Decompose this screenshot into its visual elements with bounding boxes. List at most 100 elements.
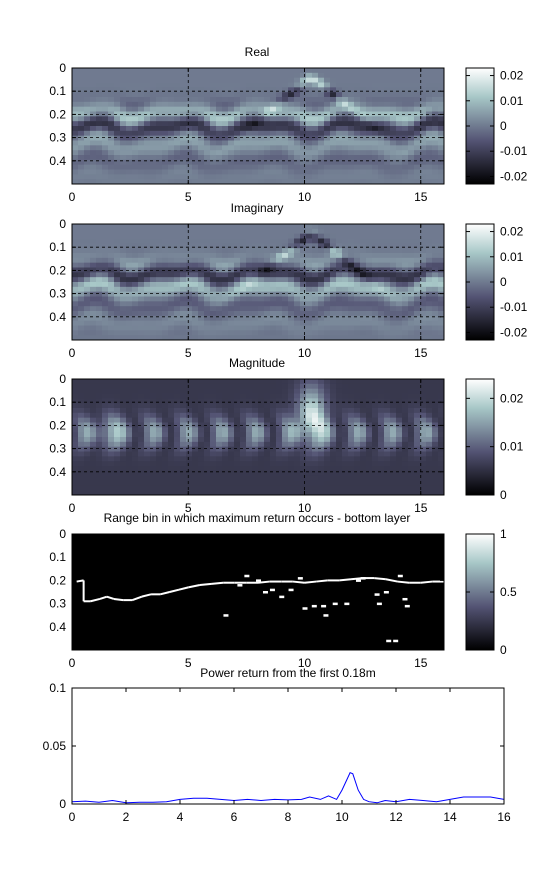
- heatmap-cell: [216, 335, 223, 341]
- max-return-point: [279, 595, 285, 599]
- y-tick-label: 0.4: [49, 465, 66, 479]
- heatmap-cell: [426, 403, 433, 409]
- heatmap-cell: [186, 383, 193, 390]
- heatmap-cell: [246, 267, 253, 273]
- heatmap-cell: [408, 135, 415, 141]
- heatmap-cell: [384, 325, 391, 331]
- heatmap-cell: [420, 306, 427, 312]
- heatmap-cell: [300, 437, 307, 443]
- heatmap-cell: [330, 490, 337, 496]
- heatmap-cell: [84, 446, 91, 452]
- heatmap-cell: [390, 267, 397, 273]
- heatmap-cell: [378, 277, 385, 283]
- heatmap-cell: [168, 311, 175, 317]
- heatmap-cell: [228, 422, 235, 428]
- heatmap-cell: [294, 126, 301, 132]
- heatmap-cell: [276, 130, 283, 137]
- heatmap-cell: [222, 282, 229, 288]
- heatmap-cell: [228, 417, 235, 423]
- heatmap-cell: [420, 238, 427, 244]
- heatmap-cell: [366, 82, 373, 88]
- heatmap-cell: [390, 393, 397, 399]
- heatmap-cell: [354, 282, 361, 288]
- heatmap-cell: [276, 485, 283, 491]
- heatmap-cell: [180, 224, 187, 230]
- heatmap-cell: [132, 490, 139, 496]
- heatmap-cell: [252, 480, 259, 486]
- heatmap-cell: [150, 466, 157, 472]
- heatmap-cell: [396, 72, 403, 79]
- heatmap-cell: [282, 233, 289, 239]
- heatmap-cell: [252, 92, 259, 98]
- heatmap-cell: [222, 441, 229, 448]
- heatmap-cell: [318, 306, 325, 312]
- heatmap-cell: [402, 87, 409, 93]
- heatmap-cell: [186, 306, 193, 312]
- heatmap-cell: [360, 174, 367, 180]
- heatmap-cell: [174, 140, 181, 146]
- grid-real: [72, 68, 444, 184]
- heatmap-cell: [264, 238, 271, 244]
- heatmap-cell: [84, 164, 91, 170]
- heatmap-cell: [384, 272, 391, 278]
- heatmap-cell: [120, 179, 127, 185]
- heatmap-cell: [138, 398, 145, 404]
- heatmap-cell: [90, 325, 97, 331]
- heatmap-cell: [354, 257, 361, 264]
- heatmap-cell: [162, 87, 169, 93]
- heatmap-cell: [384, 174, 391, 180]
- heatmap-cell: [246, 461, 253, 467]
- heatmap-cell: [264, 441, 271, 448]
- range-bin-background: [72, 534, 444, 650]
- heatmap-cell: [174, 262, 181, 268]
- heatmap-cell: [342, 393, 349, 399]
- heatmap-cell: [300, 126, 307, 132]
- heatmap-cell: [378, 145, 385, 151]
- heatmap-cell: [234, 446, 241, 452]
- heatmap-cell: [402, 320, 409, 326]
- heatmap-cell: [84, 72, 91, 79]
- heatmap-cell: [120, 379, 127, 385]
- heatmap-cell: [126, 456, 133, 462]
- heatmap-cell: [204, 159, 211, 166]
- heatmap-cell: [276, 169, 283, 175]
- heatmap-cell: [78, 432, 85, 438]
- heatmap-cell: [144, 490, 151, 496]
- heatmap-cell: [366, 106, 373, 112]
- heatmap-cell: [126, 398, 133, 404]
- heatmap-cell: [96, 383, 103, 390]
- heatmap-cell: [300, 262, 307, 268]
- heatmap-cell: [192, 257, 199, 264]
- heatmap-cell: [288, 262, 295, 268]
- heatmap-cell: [312, 111, 319, 117]
- heatmap-cell: [318, 174, 325, 180]
- heatmap-cell: [276, 135, 283, 141]
- heatmap-cell: [168, 68, 175, 74]
- heatmap-cell: [186, 179, 193, 185]
- heatmap-cell: [426, 126, 433, 132]
- heatmap-cell: [408, 72, 415, 79]
- heatmap-cell: [438, 393, 445, 399]
- heatmap-cell: [186, 257, 193, 264]
- heatmap-cell: [126, 224, 133, 230]
- heatmap-cell: [186, 121, 193, 127]
- heatmap-cell: [342, 330, 349, 336]
- heatmap-cell: [390, 417, 397, 423]
- heatmap-cell: [228, 179, 235, 185]
- heatmap-cell: [414, 140, 421, 146]
- heatmap-cell: [306, 461, 313, 467]
- heatmap-cell: [210, 475, 217, 481]
- heatmap-cell: [372, 243, 379, 249]
- heatmap-cell: [420, 403, 427, 409]
- heatmap-cell: [282, 286, 289, 293]
- heatmap-cell: [174, 485, 181, 491]
- heatmap-cell: [240, 164, 247, 170]
- heatmap-cell: [378, 135, 385, 141]
- heatmap-cell: [348, 277, 355, 283]
- heatmap-cell: [288, 253, 295, 259]
- heatmap-cell: [432, 106, 439, 112]
- heatmap-cell: [246, 451, 253, 457]
- heatmap-cell: [312, 233, 319, 239]
- heatmap-cell: [72, 408, 79, 414]
- heatmap-cell: [144, 466, 151, 472]
